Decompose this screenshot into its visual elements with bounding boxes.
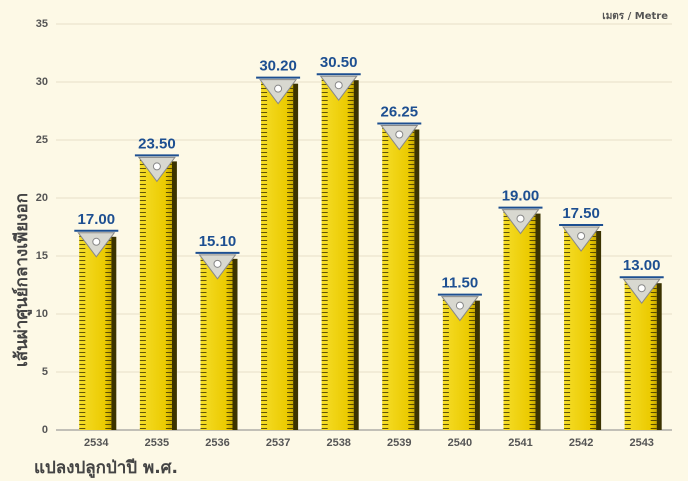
tape-ticks xyxy=(625,279,631,430)
hook-rivet xyxy=(517,215,524,222)
hook-rivet xyxy=(396,131,403,138)
x-tick-label: 2540 xyxy=(448,437,472,449)
hook-rivet xyxy=(638,285,645,292)
y-tick-label: 10 xyxy=(36,308,48,320)
y-tick-label: 20 xyxy=(36,192,48,204)
y-tick-label: 30 xyxy=(36,76,48,88)
value-label: 26.25 xyxy=(381,103,419,120)
tape-ticks xyxy=(408,126,414,431)
chart: เมตร / Metre เส้นผ่าศูนย์กลางเพียงอก แปล… xyxy=(0,0,688,481)
hook-rivet xyxy=(456,302,463,309)
x-tick-label: 2535 xyxy=(145,437,169,449)
hook-rivet xyxy=(214,260,221,267)
hook-rivet xyxy=(335,82,342,89)
hook-rivet xyxy=(153,163,160,170)
tape-ticks xyxy=(227,255,233,430)
value-label: 30.50 xyxy=(320,54,358,71)
tape-ticks xyxy=(382,126,388,431)
tape-ticks xyxy=(348,76,354,430)
tape-ticks xyxy=(79,233,85,430)
y-tick-label: 5 xyxy=(42,366,48,378)
x-tick-label: 2541 xyxy=(508,437,532,449)
tape-ticks xyxy=(287,80,293,430)
y-tick-label: 15 xyxy=(36,250,48,262)
x-tick-label: 2538 xyxy=(326,437,350,449)
tape-ticks xyxy=(530,210,536,430)
value-label: 15.10 xyxy=(199,233,237,250)
value-label: 13.00 xyxy=(623,257,661,274)
hook-rivet xyxy=(275,85,282,92)
value-label: 17.50 xyxy=(562,205,600,222)
tape-ticks xyxy=(504,210,510,430)
tape-ticks xyxy=(322,76,328,430)
tape-ticks xyxy=(166,157,172,430)
value-label: 11.50 xyxy=(442,275,479,292)
value-label: 19.00 xyxy=(502,188,540,205)
value-label: 17.00 xyxy=(78,211,116,228)
x-tick-label: 2536 xyxy=(205,437,229,449)
value-label: 23.50 xyxy=(138,135,176,152)
tape-ticks xyxy=(443,297,449,430)
tape-ticks xyxy=(469,297,475,430)
y-tick-label: 35 xyxy=(36,18,48,30)
tape-ticks xyxy=(105,233,111,430)
x-tick-label: 2539 xyxy=(387,437,411,449)
unit-label: เมตร / Metre xyxy=(602,11,668,22)
value-label: 30.20 xyxy=(259,58,297,75)
x-axis-label: แปลงปลูกป่าปี พ.ศ. xyxy=(34,457,178,479)
tape-ticks xyxy=(140,157,146,430)
hook-rivet xyxy=(578,233,585,240)
x-tick-label: 2537 xyxy=(266,437,290,449)
y-tick-label: 25 xyxy=(36,134,48,146)
x-tick-label: 2542 xyxy=(569,437,593,449)
y-axis-label: เส้นผ่าศูนย์กลางเพียงอก xyxy=(11,193,33,367)
tape-ticks xyxy=(261,80,267,430)
tape-ticks xyxy=(590,227,596,430)
tape-ticks xyxy=(201,255,207,430)
hook-rivet xyxy=(93,238,100,245)
x-tick-label: 2534 xyxy=(84,437,109,449)
y-tick-label: 0 xyxy=(42,424,48,436)
tape-ticks xyxy=(564,227,570,430)
x-tick-label: 2543 xyxy=(629,437,653,449)
tape-ticks xyxy=(651,279,657,430)
